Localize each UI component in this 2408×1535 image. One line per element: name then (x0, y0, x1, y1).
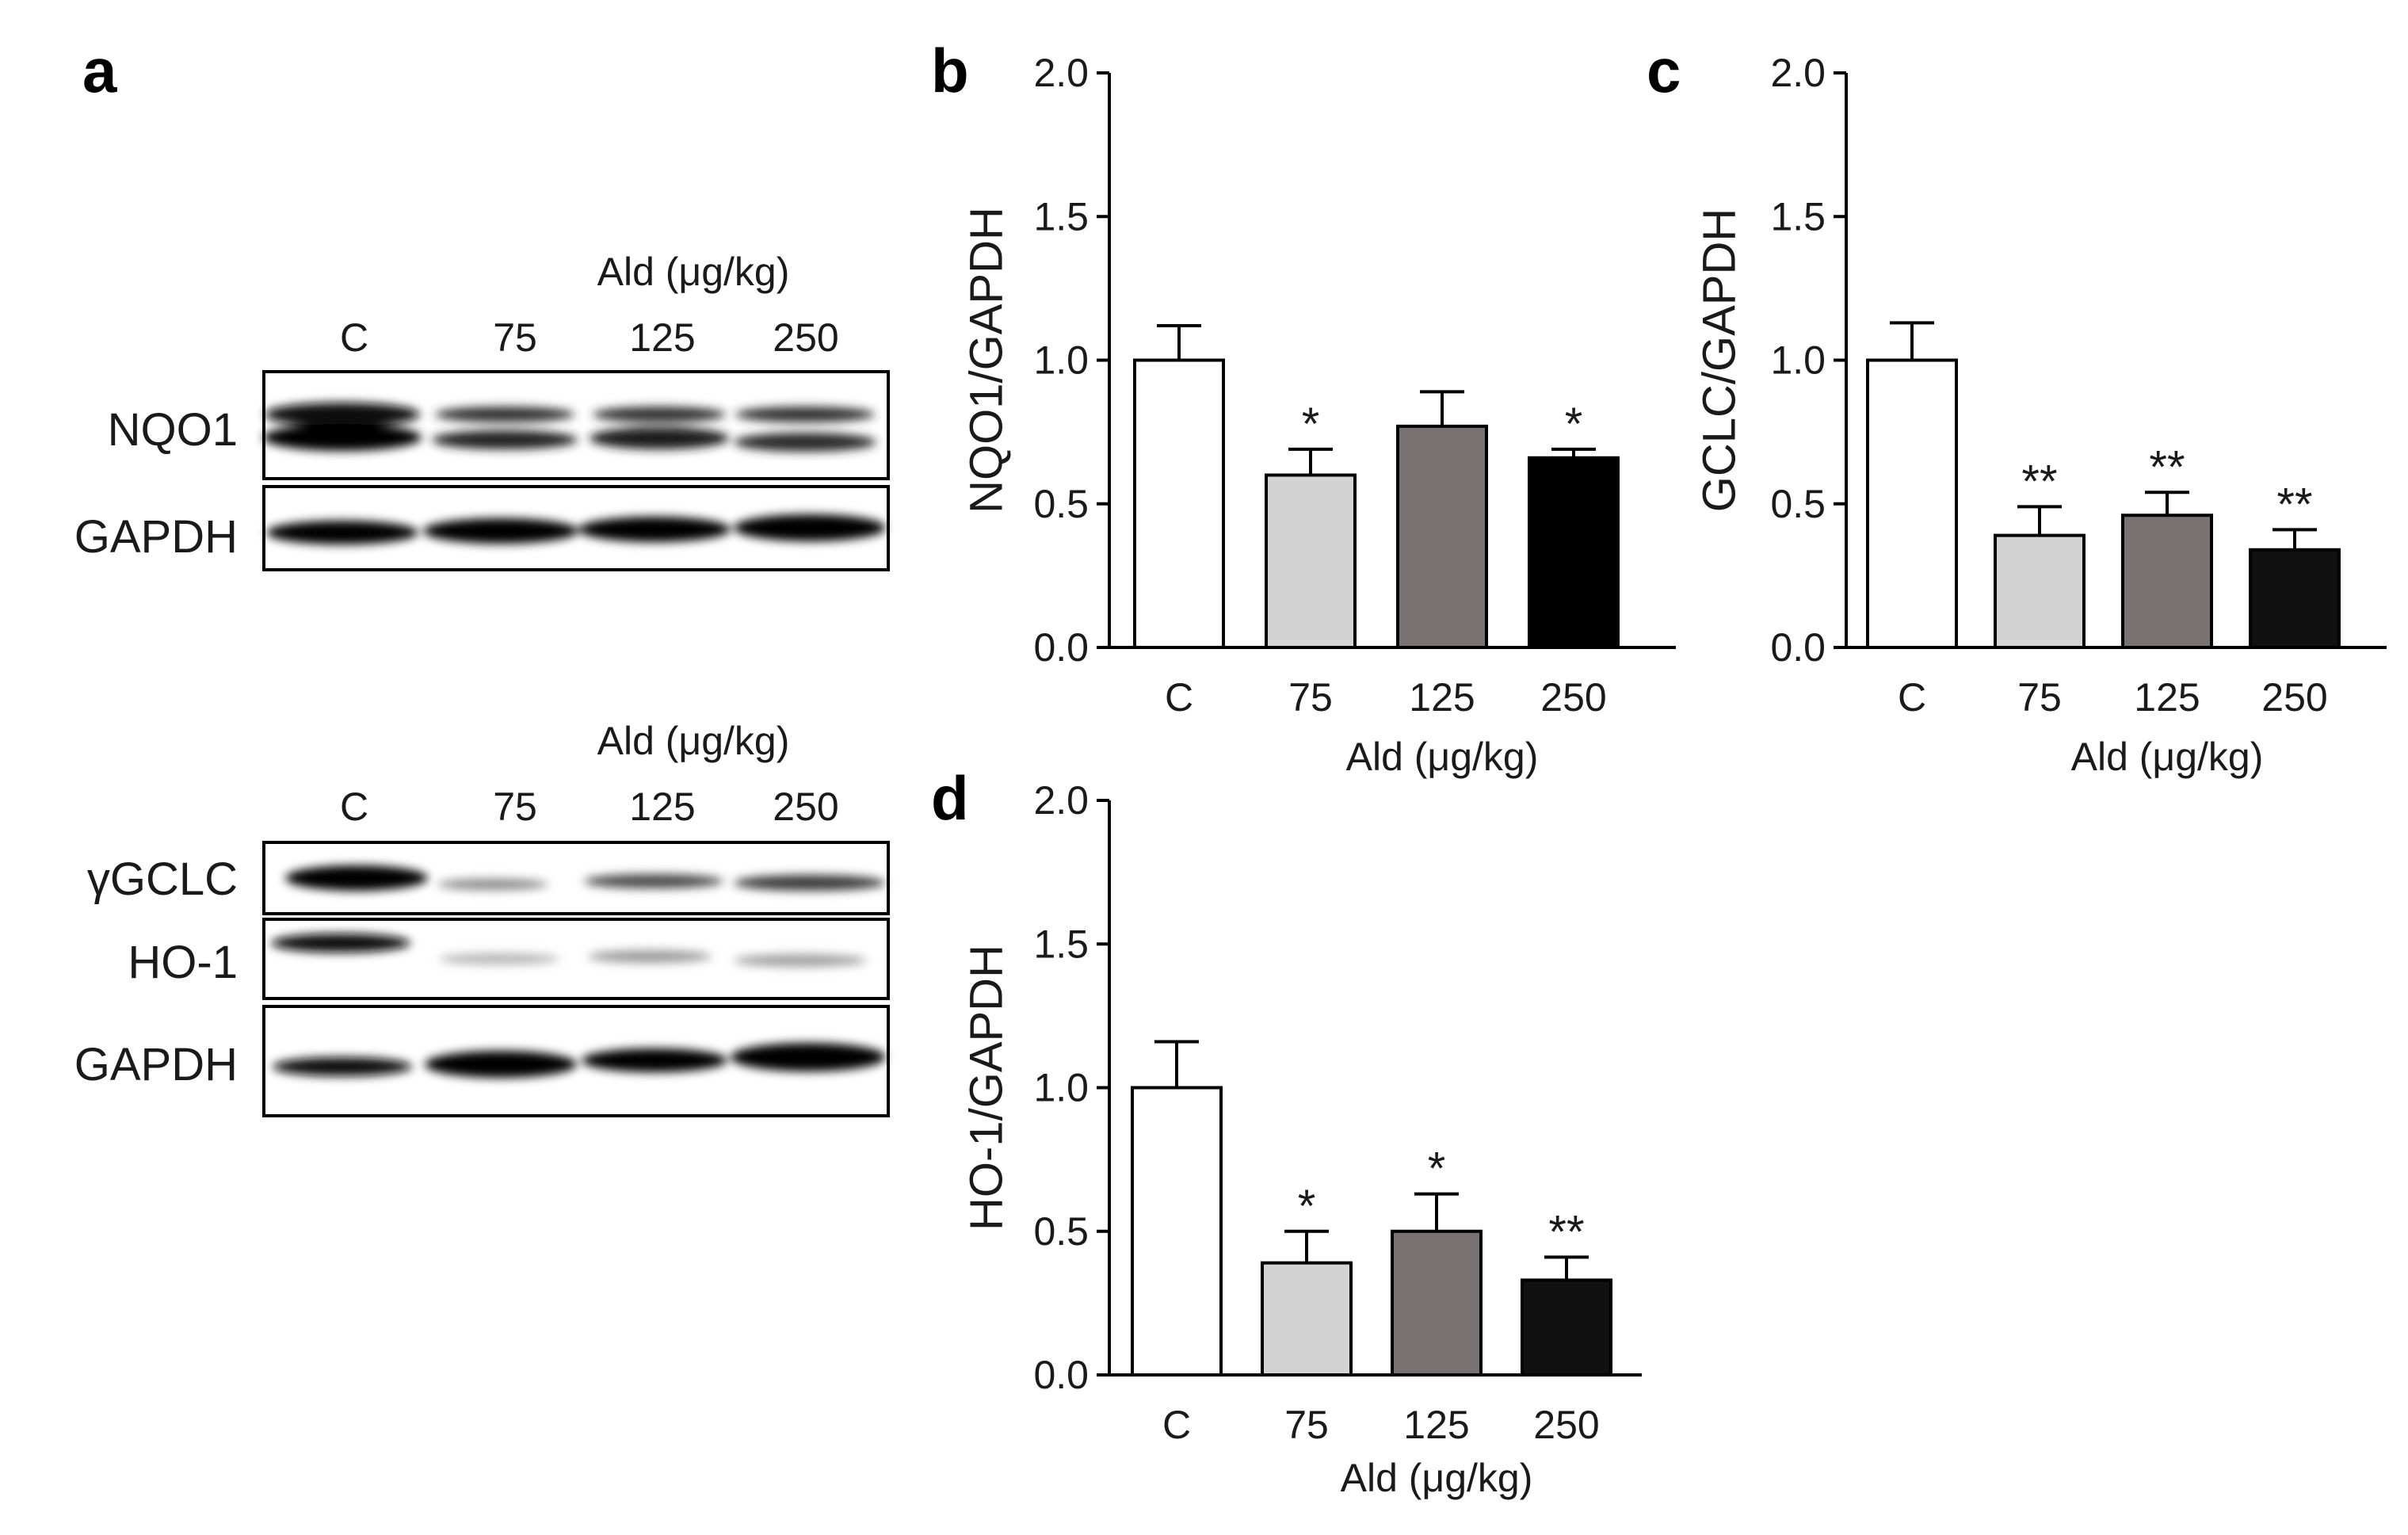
y-tick-label: 0.5 (1033, 482, 1089, 526)
blot-bottom-lane-label: 125 (629, 785, 695, 829)
blot-bottom-lane-label: C (340, 785, 368, 829)
y-tick-label: 1.5 (1033, 922, 1089, 966)
blot-top-lane-label: 75 (493, 315, 537, 360)
chart-panel-d: 0.0 0.5 1.0 1.5 2.0 HO-1/GAPDH C * 75 * 125 ** 250Al… (961, 778, 1642, 1500)
y-tick-label: 1.0 (1770, 338, 1826, 383)
x-tick-label: C (1165, 675, 1193, 720)
significance-label: ** (1548, 1206, 1584, 1258)
blot-top-lane-label: 125 (629, 315, 695, 360)
x-axis-label: Ald (μg/kg) (1341, 1456, 1533, 1500)
x-tick-label: 125 (1403, 1403, 1469, 1447)
x-tick-label: 125 (1409, 675, 1475, 720)
bar (1528, 456, 1620, 649)
panel-letter-d: d (931, 763, 969, 833)
panel-letter-b: b (931, 36, 969, 105)
y-tick-label: 2.0 (1033, 51, 1089, 95)
significance-label: ** (2276, 479, 2312, 530)
chart-panel-c: 0.0 0.5 1.0 1.5 2.0 GCLC/GAPDH C ** 75 ** 125 ** 250… (1694, 51, 2387, 779)
bar (2249, 548, 2341, 649)
bar (2121, 514, 2213, 649)
y-tick-label: 0.5 (1033, 1209, 1089, 1254)
y-tick-label: 1.5 (1033, 194, 1089, 239)
blot-bottom-group-label: Ald (μg/kg) (597, 719, 790, 763)
bar (1265, 473, 1357, 649)
x-tick-label: C (1898, 675, 1926, 720)
y-tick-label: 0.5 (1770, 482, 1826, 526)
bar (1131, 1086, 1223, 1377)
bar (1261, 1261, 1353, 1377)
panel-letter-c: c (1647, 36, 1681, 105)
blot-top-lane-label: C (340, 315, 368, 360)
x-tick-label: 75 (2017, 675, 2062, 720)
y-tick-label: 0.0 (1033, 1353, 1089, 1397)
significance-label: * (1565, 399, 1583, 450)
significance-label: * (1428, 1144, 1446, 1195)
blot-strip-gclc (262, 841, 890, 915)
x-tick-label: 250 (1533, 1403, 1599, 1447)
x-axis-label: Ald (μg/kg) (1346, 735, 1539, 779)
blot-row-label-gapdh-bottom: GAPDH (74, 1039, 238, 1090)
bar (1994, 533, 2086, 649)
x-tick-label: C (1162, 1403, 1191, 1447)
x-axis-label: Ald (μg/kg) (2071, 735, 2264, 779)
y-axis-label: GCLC/GAPDH (1694, 208, 1746, 513)
blot-top-group-label: Ald (μg/kg) (597, 250, 790, 294)
blot-strip-ho1 (262, 918, 890, 1000)
bar (1396, 424, 1488, 649)
chart-panel-b: 0.0 0.5 1.0 1.5 2.0 NQO1/GAPDH C * 75 125 * 250Ald … (961, 51, 1676, 779)
x-tick-label: 75 (1284, 1403, 1329, 1447)
y-tick-label: 1.0 (1033, 338, 1089, 383)
y-tick-label: 2.0 (1033, 778, 1089, 823)
blot-row-label-ho1: HO-1 (128, 937, 238, 988)
y-tick-label: 1.5 (1770, 194, 1826, 239)
significance-label: * (1298, 1181, 1316, 1232)
y-tick-label: 0.0 (1770, 625, 1826, 670)
bar (1521, 1278, 1612, 1377)
y-axis-label: HO-1/GAPDH (961, 945, 1013, 1231)
bar (1391, 1229, 1483, 1377)
y-axis-label: NQO1/GAPDH (961, 207, 1013, 514)
blot-bottom-header: Ald (μg/kg) C 75 125 250 (340, 719, 839, 829)
y-tick-label: 2.0 (1770, 51, 1826, 95)
bar (1133, 358, 1225, 649)
blot-top-header: Ald (μg/kg) C 75 125 250 (340, 250, 839, 360)
y-tick-label: 1.0 (1033, 1066, 1089, 1110)
significance-label: ** (2021, 456, 2057, 507)
x-tick-label: 125 (2134, 675, 2200, 720)
blot-row-label-nqo1: NQO1 (108, 404, 238, 456)
blot-strip-nqo1 (262, 370, 890, 480)
bar (1866, 358, 1958, 649)
blot-strip-gapdh-bottom (262, 1005, 890, 1117)
blot-strip-gapdh-top (262, 485, 890, 571)
x-tick-label: 75 (1288, 675, 1333, 720)
significance-label: ** (2149, 441, 2185, 493)
panel-a: a Ald (μg/kg) C 75 125 250 NQO1 GAPD (74, 36, 890, 1117)
blot-top-lane-label: 250 (773, 315, 838, 360)
significance-label: * (1302, 399, 1320, 450)
blot-row-label-gclc: γGCLC (87, 853, 238, 905)
blot-row-label-gapdh-top: GAPDH (74, 511, 238, 563)
x-tick-label: 250 (1540, 675, 1606, 720)
blot-bottom-lane-label: 75 (493, 785, 537, 829)
panel-letter-a: a (82, 36, 117, 105)
blot-bottom-lane-label: 250 (773, 785, 838, 829)
y-tick-label: 0.0 (1033, 625, 1089, 670)
x-tick-label: 250 (2261, 675, 2327, 720)
